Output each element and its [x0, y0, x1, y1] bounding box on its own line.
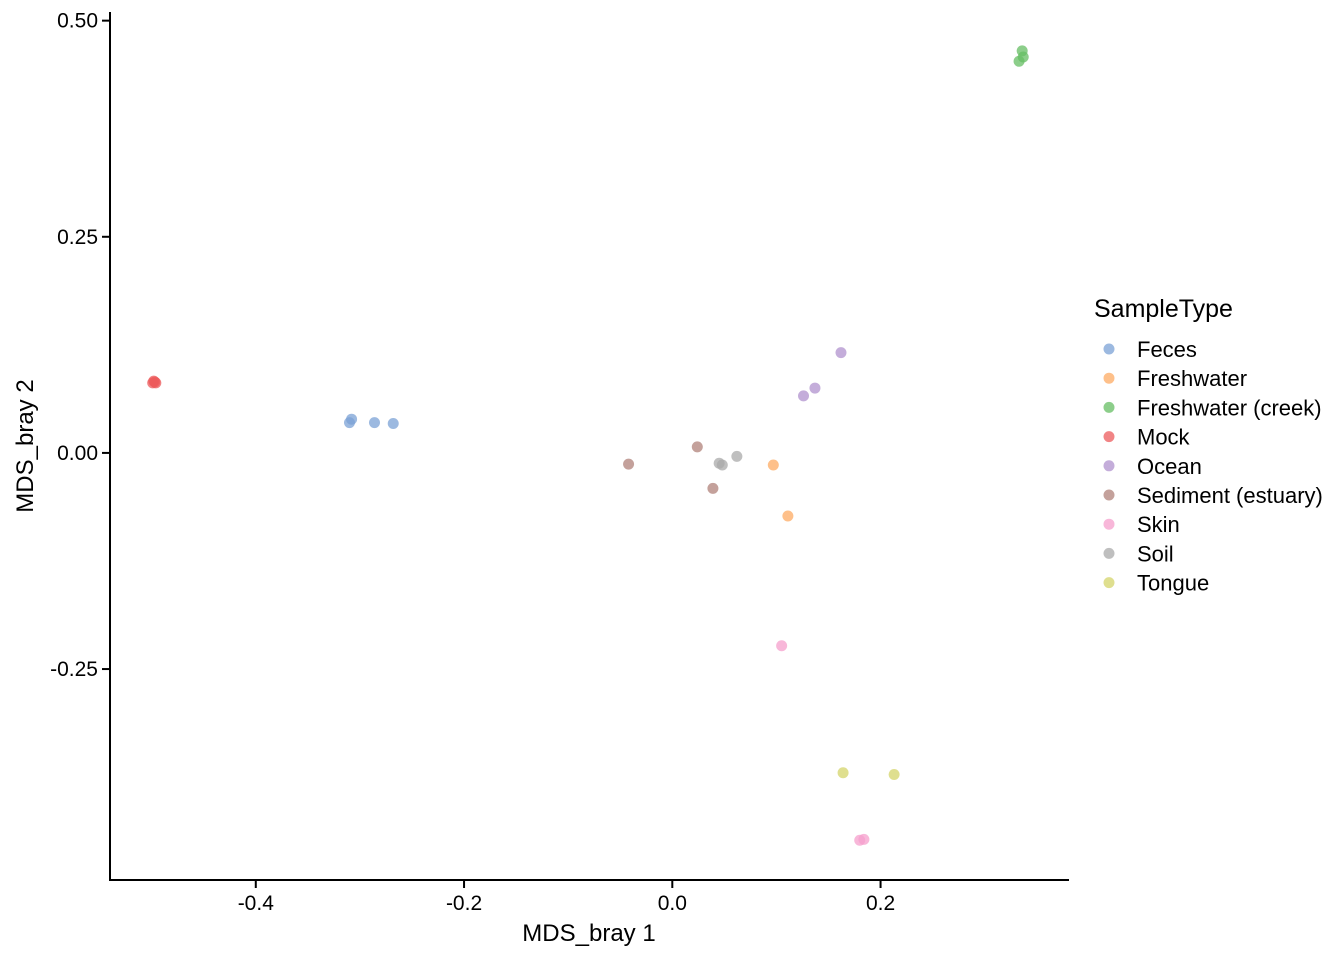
y-axis-ticks: -0.25 0.00 0.25 0.50	[50, 10, 110, 681]
legend-label: Mock	[1137, 425, 1191, 450]
x-tick-label: -0.4	[238, 892, 275, 915]
y-tick-label: 0.25	[57, 226, 98, 249]
legend-label: Soil	[1137, 541, 1174, 566]
legend-key	[1103, 372, 1115, 384]
legend-key	[1103, 577, 1115, 589]
legend-label: Tongue	[1137, 571, 1209, 596]
legend-key	[1103, 547, 1115, 559]
data-point	[716, 459, 728, 471]
data-point	[798, 390, 810, 402]
legend-label: Feces	[1137, 337, 1197, 362]
data-point	[707, 482, 719, 494]
y-axis-title: MDS_bray 2	[12, 379, 39, 512]
data-point	[888, 769, 900, 781]
data-point	[767, 459, 779, 471]
legend-title: SampleType	[1094, 295, 1233, 323]
legend-label: Sediment (estuary)	[1137, 483, 1323, 508]
data-point	[731, 450, 743, 462]
x-tick-label: -0.2	[446, 892, 482, 915]
legend-key	[1103, 431, 1115, 443]
data-point	[346, 413, 358, 425]
legend-label: Freshwater (creek)	[1137, 395, 1322, 420]
legend-key	[1103, 518, 1115, 530]
data-point	[150, 377, 162, 389]
data-point	[387, 418, 399, 430]
legend-key	[1103, 489, 1115, 501]
x-axis-ticks: -0.4 -0.2 0.0 0.2	[238, 880, 895, 915]
y-tick-label: -0.25	[50, 658, 98, 681]
legend-label: Ocean	[1137, 454, 1202, 479]
legend-key	[1103, 401, 1115, 413]
data-point	[1017, 51, 1029, 63]
data-point	[809, 382, 821, 394]
legend-label: Skin	[1137, 512, 1180, 537]
x-axis-title: MDS_bray 1	[522, 920, 655, 947]
data-points	[147, 45, 1029, 846]
data-point	[858, 833, 870, 845]
data-point	[691, 441, 703, 453]
legend-key	[1103, 343, 1115, 355]
data-point	[837, 767, 849, 779]
data-point	[782, 510, 794, 522]
data-point	[776, 640, 788, 652]
data-point	[368, 417, 380, 429]
x-tick-label: 0.2	[866, 892, 895, 915]
plot-area: -0.4 -0.2 0.0 0.2 -0.25 0.00 0.25 0.50	[50, 10, 1069, 915]
y-tick-label: 0.00	[57, 442, 98, 465]
legend: SampleType Feces Freshwater Freshwater (cr…	[1094, 295, 1323, 596]
legend-items: Feces Freshwater Freshwater (creek) Mock Oce…	[1103, 337, 1323, 596]
legend-key	[1103, 460, 1115, 472]
data-point	[623, 458, 635, 470]
x-tick-label: 0.0	[658, 892, 687, 915]
y-tick-label: 0.50	[57, 10, 98, 33]
legend-label: Freshwater	[1137, 366, 1247, 391]
data-point	[835, 347, 847, 359]
